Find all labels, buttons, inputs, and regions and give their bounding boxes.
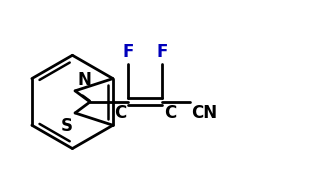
Text: F: F bbox=[122, 43, 134, 61]
Text: C: C bbox=[114, 104, 126, 122]
Text: C: C bbox=[164, 104, 176, 122]
Text: F: F bbox=[156, 43, 167, 61]
Text: S: S bbox=[61, 117, 73, 135]
Text: CN: CN bbox=[191, 104, 218, 122]
Text: N: N bbox=[77, 71, 91, 89]
